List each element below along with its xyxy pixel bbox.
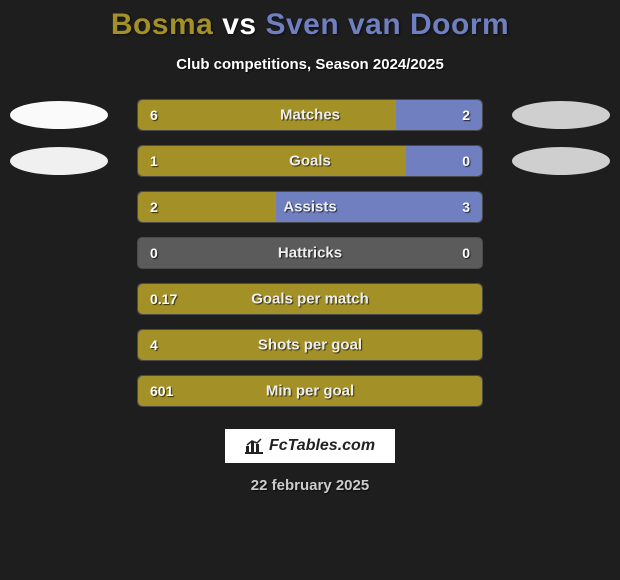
stat-row: 1 0 Goals — [0, 145, 620, 177]
page-title: Bosma vs Sven van Doorm — [111, 8, 509, 42]
player1-value: 1 — [150, 153, 158, 169]
stat-row: 4 Shots per goal — [0, 329, 620, 361]
stat-row: 0.17 Goals per match — [0, 283, 620, 315]
player1-club-badge — [10, 147, 108, 175]
player2-club-badge — [512, 101, 610, 129]
player1-fill — [138, 146, 406, 176]
stat-bar: 601 Min per goal — [137, 375, 483, 407]
player2-name: Sven van Doorm — [265, 8, 509, 41]
player2-value: 3 — [462, 199, 470, 215]
stat-bar: 1 0 Goals — [137, 145, 483, 177]
stat-row: 2 3 Assists — [0, 191, 620, 223]
stat-row: 6 2 Matches — [0, 99, 620, 131]
comparison-card: Bosma vs Sven van Doorm Club competition… — [0, 0, 620, 580]
stat-bar: 6 2 Matches — [137, 99, 483, 131]
player1-fill — [138, 192, 276, 222]
player1-value: 0 — [150, 245, 158, 261]
stat-label: Matches — [280, 107, 340, 124]
player1-value: 6 — [150, 107, 158, 123]
stat-bar: 2 3 Assists — [137, 191, 483, 223]
stat-label: Goals — [289, 153, 331, 170]
stat-bar: 0 0 Hattricks — [137, 237, 483, 269]
player1-value: 4 — [150, 337, 158, 353]
player1-fill — [138, 100, 396, 130]
stat-bar: 0.17 Goals per match — [137, 283, 483, 315]
player1-value: 601 — [150, 383, 173, 399]
player2-value: 0 — [462, 245, 470, 261]
vs-label: vs — [222, 8, 256, 41]
stat-row: 601 Min per goal — [0, 375, 620, 407]
chart-icon — [245, 438, 263, 454]
stat-bar: 4 Shots per goal — [137, 329, 483, 361]
brand-label: FcTables.com — [269, 437, 375, 455]
stat-label: Shots per goal — [258, 337, 362, 354]
player2-value: 2 — [462, 107, 470, 123]
player1-value: 2 — [150, 199, 158, 215]
player2-fill — [406, 146, 482, 176]
brand-box: FcTables.com — [225, 429, 395, 463]
stat-label: Assists — [283, 199, 336, 216]
stat-label: Hattricks — [278, 245, 342, 262]
stat-label: Min per goal — [266, 383, 354, 400]
player1-value: 0.17 — [150, 291, 177, 307]
player1-name: Bosma — [111, 8, 214, 41]
player2-club-badge — [512, 147, 610, 175]
player1-club-badge — [10, 101, 108, 129]
date-label: 22 february 2025 — [251, 477, 369, 494]
stat-row: 0 0 Hattricks — [0, 237, 620, 269]
player2-value: 0 — [462, 153, 470, 169]
stat-rows: 6 2 Matches 1 0 Goals 2 3 Assists 0 0 Hattricks 0.17… — [0, 99, 620, 407]
subtitle: Club competitions, Season 2024/2025 — [176, 56, 444, 73]
stat-label: Goals per match — [251, 291, 369, 308]
